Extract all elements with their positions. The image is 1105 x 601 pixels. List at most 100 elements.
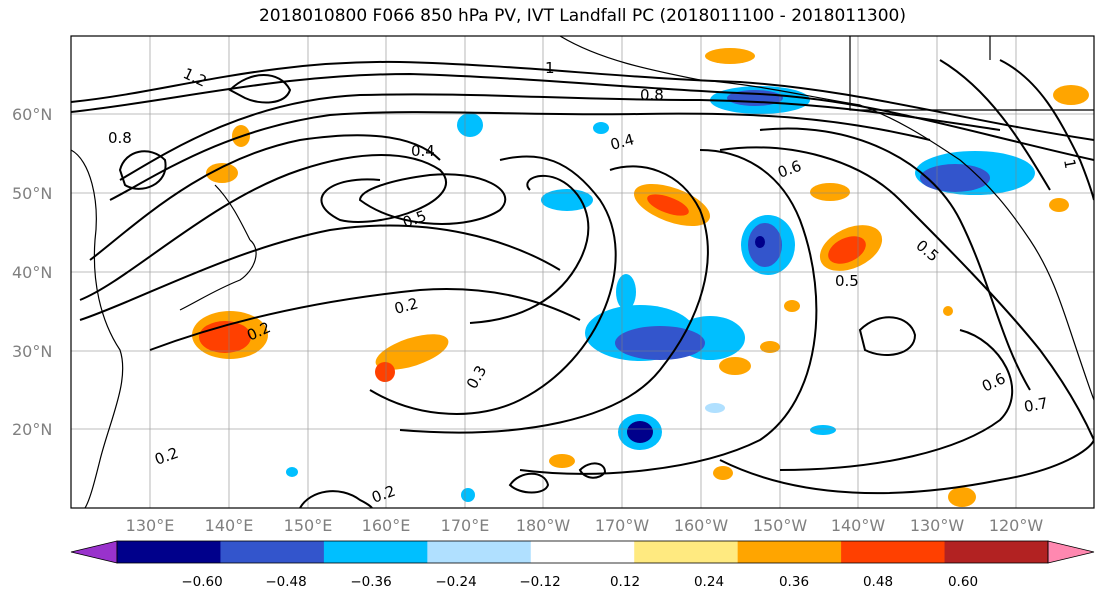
negative-anomaly (457, 113, 483, 137)
contour-line (469, 174, 590, 324)
map-frame (70, 35, 1095, 509)
contour-label: 1 (1060, 158, 1079, 171)
contour-line (79, 224, 561, 321)
contour-label: 0.7 (1023, 394, 1050, 416)
lat-label: 50°N (12, 184, 52, 203)
lon-label: 140°W (831, 516, 886, 535)
colorbar-extend-max (1047, 540, 1095, 564)
negative-anomaly (615, 326, 705, 360)
latitude-labels: 60°N 50°N 40°N 30°N 20°N (12, 105, 52, 439)
colorbar-tick-label: −0.48 (265, 574, 306, 590)
negative-anomaly (627, 421, 653, 443)
lon-label: 150°E (284, 516, 333, 535)
contour-label: 0.8 (640, 86, 664, 104)
negative-anomaly (755, 236, 765, 248)
colorbar-segment (737, 541, 842, 563)
positive-anomaly (647, 194, 689, 216)
contour-line (759, 127, 1031, 391)
lon-label: 160°W (674, 516, 729, 535)
colorbar-segment (634, 541, 739, 563)
lon-label: 130°E (126, 516, 175, 535)
colorbar-tick-label: 0.36 (779, 574, 809, 590)
colorbar-tick-label: 0.12 (610, 574, 640, 590)
contour-line (299, 490, 373, 508)
lat-label: 30°N (12, 342, 52, 361)
positive-anomaly (206, 163, 238, 183)
lon-label: 140°E (205, 516, 254, 535)
negative-anomaly (541, 189, 593, 211)
contour-line (858, 316, 917, 356)
map-title: 2018010800 F066 850 hPa PV, IVT Landfall… (258, 6, 906, 26)
longitude-labels: 130°E 140°E 150°E 160°E 170°E 180°W 170°… (126, 516, 1044, 535)
lat-label: 20°N (12, 420, 52, 439)
colorbar-tick-label: −0.36 (350, 574, 391, 590)
colorbar-tick-label: 0.60 (948, 574, 978, 590)
positive-anomaly (375, 362, 395, 382)
contour-label: 0.4 (411, 142, 435, 160)
contour-line (358, 173, 507, 225)
positive-anomaly (948, 487, 976, 507)
lon-label: 170°W (595, 516, 650, 535)
contour-line (369, 155, 617, 415)
contour-line (118, 150, 167, 190)
contour-label: 0.4 (608, 130, 636, 154)
colorbar-tick-label: −0.24 (435, 574, 476, 590)
contour-line (779, 329, 1014, 471)
positive-anomaly (705, 48, 755, 64)
colorbar-tick-labels: −0.60 −0.48 −0.36 −0.24 −0.12 0.12 0.24 … (181, 574, 978, 590)
colorbar-segment (530, 541, 635, 563)
colorbar-tick-label: 0.48 (863, 574, 893, 590)
contour-line (508, 472, 550, 494)
negative-anomaly (705, 403, 725, 413)
pv-contours (71, 59, 1094, 508)
contour-line (719, 146, 1094, 441)
positive-anomaly (549, 454, 575, 468)
colorbar-segment (944, 541, 1049, 563)
positive-anomaly (784, 300, 800, 312)
lon-label: 180°W (516, 516, 571, 535)
coastlines (71, 36, 1094, 508)
negative-anomaly (616, 274, 636, 310)
colorbar-segment (427, 541, 532, 563)
positive-anomaly (943, 306, 953, 316)
contour-line (149, 288, 581, 351)
positive-anomaly (375, 334, 449, 370)
colorbar-segment (323, 541, 428, 563)
negative-anomaly (810, 425, 836, 435)
contour-line (79, 154, 447, 301)
contour-line (578, 462, 607, 479)
negative-anomaly (461, 488, 475, 502)
lon-label: 160°E (362, 516, 411, 535)
positive-anomaly (1049, 198, 1069, 212)
contour-label: 0.5 (835, 272, 859, 290)
contour-line (719, 439, 1094, 495)
positive-anomaly (713, 466, 733, 480)
positive-anomaly (719, 357, 751, 375)
contour-line (519, 149, 818, 475)
contour-label: 0.8 (108, 129, 132, 147)
colorbar-tick-label: −0.12 (519, 574, 560, 590)
contour-line (109, 111, 931, 201)
positive-anomaly (828, 236, 866, 264)
contour-line (399, 165, 709, 434)
positive-anomaly (1053, 85, 1089, 105)
lon-label: 150°W (753, 516, 808, 535)
contour-label: 0.2 (392, 294, 420, 318)
colorbar-outline (116, 540, 1049, 564)
colorbar-tick-label: −0.60 (181, 574, 222, 590)
lon-label: 130°W (910, 516, 965, 535)
colorbar (70, 540, 1095, 564)
contour-line (999, 59, 1094, 201)
positive-anomaly (810, 183, 850, 201)
contour-line (939, 59, 1051, 191)
colorbar-segment (220, 541, 325, 563)
negative-anomaly (748, 223, 782, 267)
contour-line (228, 74, 292, 104)
contour-line (89, 134, 441, 261)
colorbar-extend-min (70, 540, 118, 564)
positive-anomaly (760, 341, 780, 353)
lon-label: 120°W (989, 516, 1044, 535)
colorbar-segment (841, 541, 946, 563)
lat-label: 40°N (12, 263, 52, 282)
